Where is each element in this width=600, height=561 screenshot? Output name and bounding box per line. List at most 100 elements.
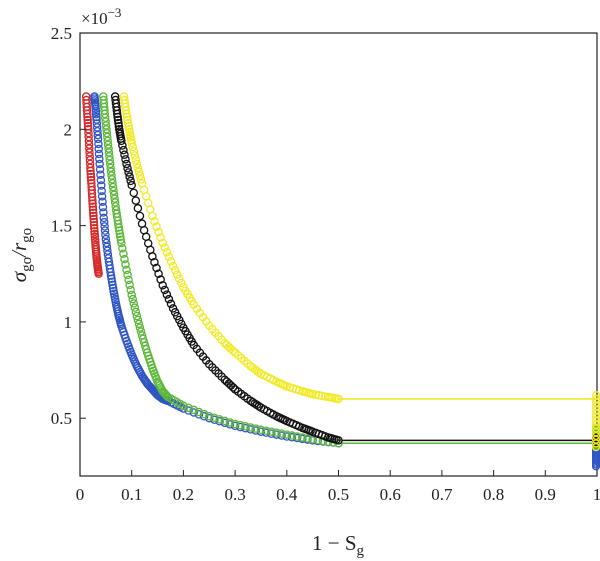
data-point	[161, 390, 171, 399]
x-axis-ticks: 0 0.1 0.2 0.3 0.4 0.5 0.6 0.7 0.8 0.9 1	[76, 470, 600, 504]
data-point	[128, 142, 137, 152]
data-point	[131, 155, 141, 164]
data-point	[86, 163, 95, 173]
data-point	[108, 283, 118, 293]
x-tick-label: 0.7	[431, 485, 453, 504]
data-point	[194, 407, 204, 417]
data-point	[88, 208, 98, 218]
data-point	[91, 107, 101, 116]
data-point	[123, 118, 133, 128]
data-point	[272, 428, 281, 437]
data-point	[125, 172, 134, 181]
data-point	[184, 406, 193, 415]
data-point	[125, 280, 134, 290]
plot-area-frame	[79, 32, 598, 477]
x-tick-label: 0.1	[121, 485, 142, 504]
data-point	[267, 427, 276, 436]
data-point	[160, 243, 170, 252]
data-point	[230, 419, 240, 429]
data-point	[166, 257, 176, 266]
data-point	[127, 138, 136, 148]
y-scale-exponent: −3	[108, 5, 122, 20]
data-point	[164, 252, 174, 262]
data-point	[134, 319, 144, 329]
series-3	[110, 92, 600, 448]
data-point	[135, 211, 145, 221]
data-point	[117, 238, 126, 248]
data-point	[204, 412, 214, 421]
data-point	[99, 208, 108, 217]
data-point	[101, 230, 110, 240]
data-point	[334, 436, 343, 445]
data-point	[129, 188, 139, 198]
data-point	[119, 145, 128, 155]
data-point	[189, 405, 198, 415]
data-point	[90, 227, 99, 236]
data-point	[308, 389, 317, 399]
data-point	[91, 110, 101, 119]
data-point	[83, 112, 92, 122]
data-point	[106, 271, 116, 280]
x-tick-label: 0	[76, 485, 85, 504]
y-axis-title-sub2: go	[19, 228, 35, 243]
data-point	[256, 425, 266, 435]
data-point	[136, 175, 146, 184]
data-point	[334, 394, 343, 404]
y-tick-label: 1	[64, 313, 73, 332]
data-point	[156, 275, 165, 284]
data-point	[86, 166, 95, 176]
data-point	[220, 416, 230, 426]
data-point	[313, 435, 323, 445]
data-point	[82, 109, 92, 119]
x-axis-title: 1 − Sg	[312, 531, 365, 559]
data-point	[90, 232, 100, 242]
data-point	[123, 115, 132, 125]
data-point	[83, 115, 92, 125]
data-point	[131, 307, 141, 317]
data-point	[130, 303, 140, 312]
data-point	[177, 278, 186, 288]
data-point	[117, 136, 126, 146]
data-point	[99, 217, 109, 227]
data-point	[91, 101, 100, 111]
data-point	[158, 238, 167, 248]
y-tick-label: 1.5	[51, 217, 72, 236]
data-point	[95, 154, 104, 164]
data-point	[113, 112, 122, 122]
data-point	[108, 280, 117, 290]
y-axis-title: σgo/rgo	[7, 228, 35, 282]
data-point	[118, 244, 127, 253]
data-point	[236, 420, 245, 430]
data-point	[129, 147, 139, 156]
x-tick-label: 0.6	[380, 485, 401, 504]
data-point	[303, 434, 312, 443]
y-scale-label: ×10−3	[81, 5, 121, 28]
data-point	[115, 226, 124, 235]
data-point	[154, 269, 163, 279]
data-point	[89, 211, 98, 221]
data-point	[131, 196, 141, 205]
data-point	[114, 121, 124, 131]
data-point	[241, 422, 250, 431]
data-point	[114, 223, 124, 232]
x-tick-label: 0.5	[328, 485, 349, 504]
data-point	[199, 409, 209, 419]
data-point	[107, 274, 116, 284]
x-axis-title-subscript: g	[357, 543, 365, 559]
data-point	[126, 285, 135, 295]
data-point	[116, 235, 126, 245]
data-point	[135, 171, 145, 180]
data-point	[94, 139, 103, 149]
data-point	[277, 429, 286, 438]
data-point	[135, 323, 145, 332]
data-point	[261, 426, 271, 435]
endpoint-point	[591, 391, 600, 400]
data-point	[160, 285, 170, 295]
y-tick-label: 2.5	[51, 24, 72, 43]
data-point	[99, 213, 109, 223]
data-point	[93, 134, 103, 144]
data-point	[123, 270, 132, 280]
data-point	[118, 141, 127, 150]
data-point	[317, 391, 327, 401]
data-point	[86, 169, 96, 179]
